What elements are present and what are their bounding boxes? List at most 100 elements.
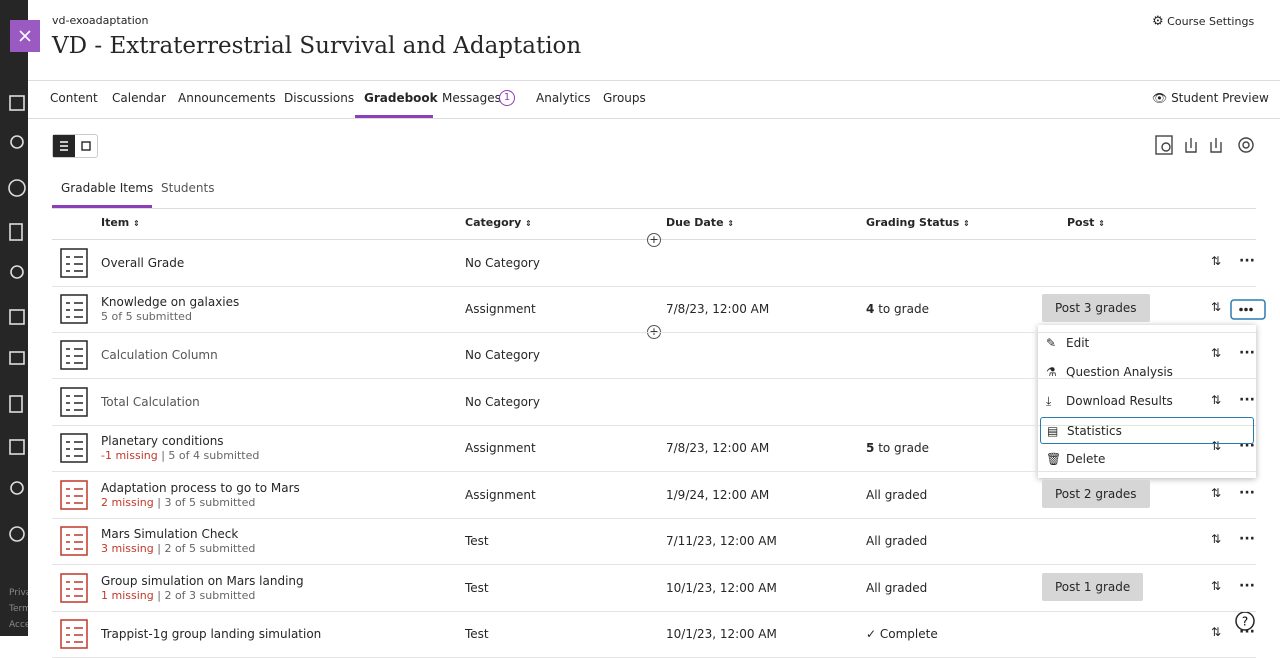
close-button[interactable]	[10, 20, 40, 52]
sidebar-footer-link[interactable]: Privacy	[9, 588, 28, 598]
row-border	[52, 471, 1256, 472]
nav-tab[interactable]: Groups	[603, 91, 646, 105]
item-icon	[60, 387, 88, 417]
nav-tab[interactable]: Calendar	[112, 91, 166, 105]
row-border	[52, 564, 1256, 565]
view-toggle[interactable]	[52, 134, 98, 158]
item-name[interactable]: Knowledge on galaxies	[101, 295, 240, 309]
item-name[interactable]: Group simulation on Mars landing	[101, 574, 304, 588]
reorder[interactable]: ⇅	[1211, 346, 1222, 360]
category: No Category	[465, 348, 540, 362]
nav-tab[interactable]: Analytics	[536, 91, 591, 105]
status-text: All graded	[866, 581, 928, 595]
due-date: 7/8/23, 12:00 AM	[666, 441, 770, 455]
menu-item[interactable]: ▤ Statistics	[1040, 417, 1254, 444]
item-name[interactable]: Calculation Column	[101, 348, 218, 362]
column-header[interactable]: Category ⇕	[465, 216, 532, 229]
student-preview-label: Student Preview	[1171, 91, 1269, 105]
insert-column[interactable]: +	[647, 233, 661, 247]
missing-count: -1 missing	[101, 449, 158, 462]
course-id: vd-exoadaptation	[52, 14, 149, 27]
due-date: 7/11/23, 12:00 AM	[666, 534, 777, 548]
student-preview[interactable]: 👁 Student Preview	[1152, 91, 1269, 105]
grading-status: ✓ Complete	[866, 627, 938, 641]
column-header[interactable]: Post ⇕	[1067, 216, 1105, 229]
reorder[interactable]: ⇅	[1211, 393, 1222, 407]
reorder[interactable]: ⇅	[1211, 439, 1222, 453]
menu-item[interactable]: ⚗ Question Analysis	[1046, 365, 1173, 379]
item-name[interactable]: Trappist-1g group landing simulation	[101, 627, 322, 641]
menu-label: Statistics	[1067, 424, 1122, 438]
menu-item[interactable]: ⤓ Download Results	[1046, 394, 1173, 408]
status-count: 4	[866, 302, 875, 316]
menu-item[interactable]: 🗑 Delete	[1046, 452, 1106, 466]
sidebar-footer-link[interactable]: Accessibility	[9, 620, 28, 630]
item-icon	[60, 526, 88, 556]
nav-tab[interactable]: Gradebook	[364, 91, 438, 105]
help-button[interactable]: ?	[1234, 610, 1256, 632]
course-header	[28, 0, 1280, 81]
item-name[interactable]: Planetary conditions	[101, 434, 224, 448]
row-menu[interactable]: ···	[1239, 624, 1255, 640]
nav-tab[interactable]: Content	[50, 91, 98, 105]
category: Assignment	[465, 441, 536, 455]
reorder[interactable]: ⇅	[1211, 532, 1222, 546]
menu-item[interactable]: ✎ Edit	[1046, 336, 1090, 350]
menu-label: Question Analysis	[1066, 365, 1173, 379]
submitted-count: 2 of 3 submitted	[164, 589, 256, 602]
grading-status: 4 to grade	[866, 302, 929, 316]
reorder[interactable]: ⇅	[1211, 486, 1222, 500]
row-border	[52, 378, 1256, 379]
menu-label: Delete	[1066, 452, 1106, 466]
due-date: 10/1/23, 12:00 AM	[666, 627, 777, 641]
nav-tab[interactable]: Messages	[442, 91, 501, 105]
course-settings[interactable]: ⚙ Course Settings	[1152, 14, 1255, 29]
sub-tab[interactable]: Gradable Items	[61, 181, 154, 195]
missing-count: 1 missing	[101, 589, 154, 602]
nav-tab-underline	[355, 115, 433, 118]
toolbar-icons[interactable]	[1150, 134, 1260, 156]
sub-tab[interactable]: Students	[161, 181, 215, 195]
post-button[interactable]: Post 1 grade	[1042, 573, 1144, 601]
submitted-count: 5 of 4 submitted	[168, 449, 260, 462]
post-button[interactable]: Post 2 grades	[1042, 480, 1150, 508]
due-date: 10/1/23, 12:00 AM	[666, 581, 777, 595]
item-name[interactable]: Overall Grade	[101, 256, 185, 270]
row-menu[interactable]: ···	[1239, 531, 1255, 547]
reorder[interactable]: ⇅	[1211, 254, 1222, 268]
row-menu[interactable]: ···	[1239, 438, 1255, 454]
item-sub: 3 missing | 2 of 5 submitted	[101, 542, 256, 555]
nav-tab[interactable]: Announcements	[178, 91, 276, 105]
row-menu-open[interactable]	[1230, 299, 1266, 320]
column-header[interactable]: Grading Status ⇕	[866, 216, 970, 229]
missing-count: 3 missing	[101, 542, 154, 555]
submitted-count: 3 of 5 submitted	[164, 496, 256, 509]
reorder[interactable]: ⇅	[1211, 579, 1222, 593]
sidebar-footer-link[interactable]: Terms	[9, 604, 28, 614]
nav-tab[interactable]: Discussions	[284, 91, 355, 105]
row-menu[interactable]: ···	[1239, 578, 1255, 594]
reorder[interactable]: ⇅	[1211, 300, 1222, 314]
row-menu[interactable]: ···	[1239, 485, 1255, 501]
item-name[interactable]: Adaptation process to go to Mars	[101, 481, 300, 495]
post-button[interactable]: Post 3 grades	[1042, 294, 1150, 322]
item-icon	[60, 619, 88, 649]
row-border	[52, 332, 1256, 333]
row-menu[interactable]: ···	[1239, 345, 1255, 361]
status-count: 5	[866, 441, 875, 455]
category: Test	[465, 581, 489, 595]
column-header[interactable]: Item ⇕	[101, 216, 140, 229]
course-title: VD - Extraterrestrial Survival and Adapt…	[52, 33, 582, 59]
item-name[interactable]: Total Calculation	[101, 395, 200, 409]
row-menu[interactable]: ···	[1239, 392, 1255, 408]
column-header[interactable]: Due Date ⇕	[666, 216, 735, 229]
item-name[interactable]: Mars Simulation Check	[101, 527, 239, 541]
status-text: All graded	[866, 534, 928, 548]
grading-status: 5 to grade	[866, 441, 929, 455]
row-border	[52, 286, 1256, 287]
reorder[interactable]: ⇅	[1211, 625, 1222, 639]
grading-status: All graded	[866, 581, 927, 595]
row-menu[interactable]: ···	[1239, 253, 1255, 269]
row-border	[52, 518, 1256, 519]
